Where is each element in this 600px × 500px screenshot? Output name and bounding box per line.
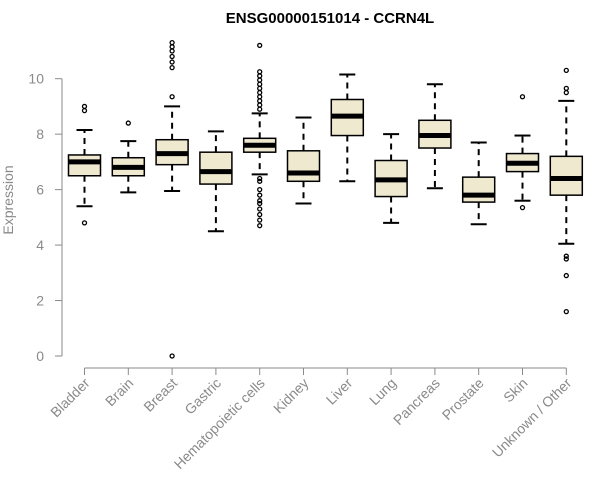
boxes-group [67, 40, 584, 359]
y-tick-label: 10 [28, 71, 44, 87]
outlier-point [169, 53, 175, 60]
y-tick-label: 2 [36, 293, 44, 309]
y-tick-label: 6 [36, 182, 44, 198]
outlier-point [257, 106, 263, 112]
iqr-box [461, 176, 496, 203]
outlier-point [257, 192, 263, 198]
outlier-point [257, 89, 263, 96]
y-tick-label: 0 [36, 348, 44, 364]
y-axis: 0 2 4 6 8 10 [28, 71, 63, 364]
iqr-box [286, 150, 321, 183]
x-tick-label: Brain [102, 375, 136, 409]
outlier-point [81, 107, 88, 114]
box-skin [505, 94, 540, 211]
outlier-point [563, 253, 569, 259]
outlier-point [257, 94, 263, 100]
outlier-point [519, 94, 526, 100]
outlier-point [125, 120, 131, 126]
box-prostate [461, 141, 496, 226]
outlier-point [563, 308, 569, 315]
outlier-point [257, 217, 263, 223]
outlier-point [257, 98, 263, 104]
y-axis-label: Expression [0, 165, 16, 234]
outlier-point [257, 200, 263, 207]
box-brain [111, 120, 146, 194]
outlier-point [257, 223, 263, 229]
outlier-point [169, 40, 175, 46]
outlier-point [257, 175, 263, 182]
iqr-box [549, 155, 584, 196]
box-liver [330, 73, 365, 183]
outlier-point [563, 89, 569, 96]
outlier-point [169, 59, 175, 65]
outlier-point [257, 186, 263, 193]
outlier-point [563, 85, 569, 92]
box-kidney [286, 116, 321, 205]
outlier-point [81, 103, 88, 110]
outlier-point [257, 42, 263, 49]
outlier-point [563, 67, 569, 74]
x-tick-label: Bladder [47, 375, 93, 421]
box-hematopoietic-cells [242, 42, 277, 229]
outlier-point [519, 204, 526, 211]
outlier-point [563, 256, 569, 262]
outlier-point [257, 178, 263, 184]
x-tick-label: Kidney [270, 375, 312, 417]
outlier-point [257, 85, 263, 92]
box-unknown-other [549, 67, 584, 315]
x-tick-label: Unknown / Other [489, 375, 575, 461]
outlier-point [169, 44, 175, 50]
outlier-point [169, 353, 175, 359]
x-tick-label: Pancreas [390, 375, 443, 428]
outlier-point [257, 211, 263, 218]
y-tick-label: 4 [36, 237, 44, 253]
box-gastric [199, 130, 233, 233]
outlier-point [169, 48, 175, 54]
x-tick-label: Gastric [181, 375, 224, 418]
x-tick-label: Lung [366, 375, 399, 408]
x-tick-label: Breast [140, 375, 180, 415]
iqr-box [199, 151, 233, 185]
outlier-point [257, 102, 263, 108]
outlier-point [81, 220, 88, 226]
x-tick-label: Liver [323, 375, 356, 408]
x-tick-label: Prostate [439, 375, 487, 423]
outlier-point [257, 206, 263, 212]
y-tick-label: 8 [36, 126, 44, 142]
box-bladder [67, 103, 102, 226]
chart-title: ENSG00000151014 - CCRN4L [226, 10, 434, 27]
outlier-point [563, 272, 569, 279]
box-pancreas [418, 83, 452, 190]
box-breast [155, 40, 189, 359]
box-lung [374, 133, 408, 224]
x-tick-label: Skin [500, 375, 531, 406]
outlier-point [257, 77, 263, 83]
outlier-point [257, 81, 263, 87]
outlier-point [257, 198, 263, 204]
outlier-point [257, 73, 263, 79]
outlier-point [257, 69, 263, 75]
outlier-point [169, 94, 175, 100]
iqr-box [67, 154, 102, 177]
outlier-point [169, 64, 175, 71]
